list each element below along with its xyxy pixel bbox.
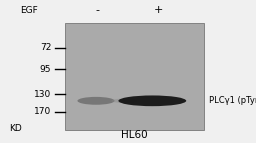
Bar: [65, 23, 204, 130]
Text: 72: 72: [40, 43, 51, 52]
Text: 130: 130: [34, 90, 51, 99]
Ellipse shape: [77, 97, 115, 105]
Text: +: +: [154, 5, 163, 15]
Text: KD: KD: [9, 124, 22, 133]
Ellipse shape: [111, 99, 137, 103]
Text: HL60: HL60: [121, 130, 148, 140]
Text: 170: 170: [34, 107, 51, 116]
Text: -: -: [95, 5, 99, 15]
Text: 95: 95: [40, 65, 51, 74]
Text: EGF: EGF: [20, 6, 38, 14]
Text: PLCγ1 (pTyr783): PLCγ1 (pTyr783): [209, 96, 256, 105]
Ellipse shape: [118, 96, 186, 106]
